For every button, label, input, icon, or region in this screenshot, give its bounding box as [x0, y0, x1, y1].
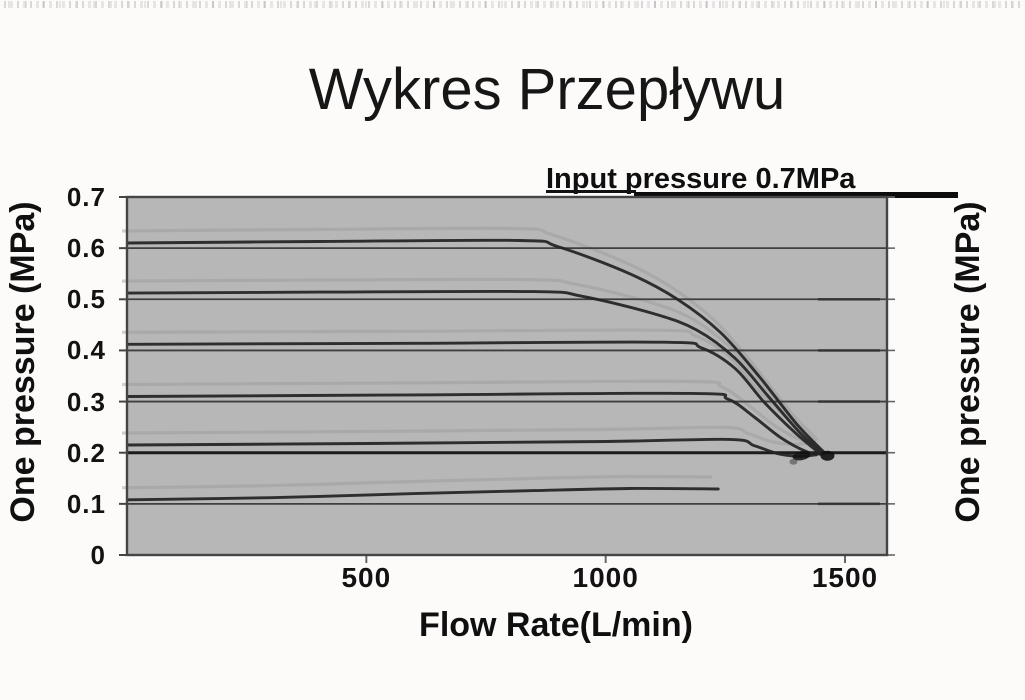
- gridlines: [127, 247, 887, 506]
- y-tick-label-0: 0: [90, 540, 106, 570]
- annotation-underline-bar: [634, 192, 958, 198]
- curve-0.1: [128, 487, 720, 502]
- scan-noise-strip: [4, 1, 1021, 8]
- input-pressure-annotation: Input pressure 0.7MPa: [546, 163, 856, 195]
- y-tick-label-0.6: 0.6: [66, 233, 106, 264]
- data-curves: [128, 238, 825, 502]
- x-tick-label-1000: 1000: [572, 562, 639, 593]
- x-axis-label: Flow Rate(L/min): [419, 606, 693, 644]
- y-tick-label-0.3: 0.3: [66, 386, 106, 417]
- curve-0.5: [128, 289, 824, 455]
- y-tick-label-0.2: 0.2: [66, 437, 106, 468]
- y-tick-label-0.7: 0.7: [66, 182, 106, 212]
- convergence-blobs: [789, 450, 835, 465]
- y-tick-label-0.5: 0.5: [66, 284, 106, 315]
- plot-area: [127, 197, 887, 555]
- y-tick-label-0.4: 0.4: [66, 335, 106, 366]
- y-tick-label-0.1: 0.1: [66, 488, 106, 519]
- x-tick-label-500: 500: [341, 562, 392, 593]
- curve-0.2: [128, 437, 818, 458]
- x-tick-label-1500: 1500: [811, 562, 879, 593]
- annotation-underline: [546, 190, 636, 193]
- tick-marks: [119, 196, 895, 563]
- curve-0.4: [128, 340, 822, 456]
- plot-border: [125, 195, 889, 557]
- curve-0.3: [128, 391, 824, 456]
- page-title: Wykres Przepływu: [308, 57, 786, 122]
- curve-0.6: [128, 238, 825, 454]
- curve-ghosts: [122, 226, 819, 490]
